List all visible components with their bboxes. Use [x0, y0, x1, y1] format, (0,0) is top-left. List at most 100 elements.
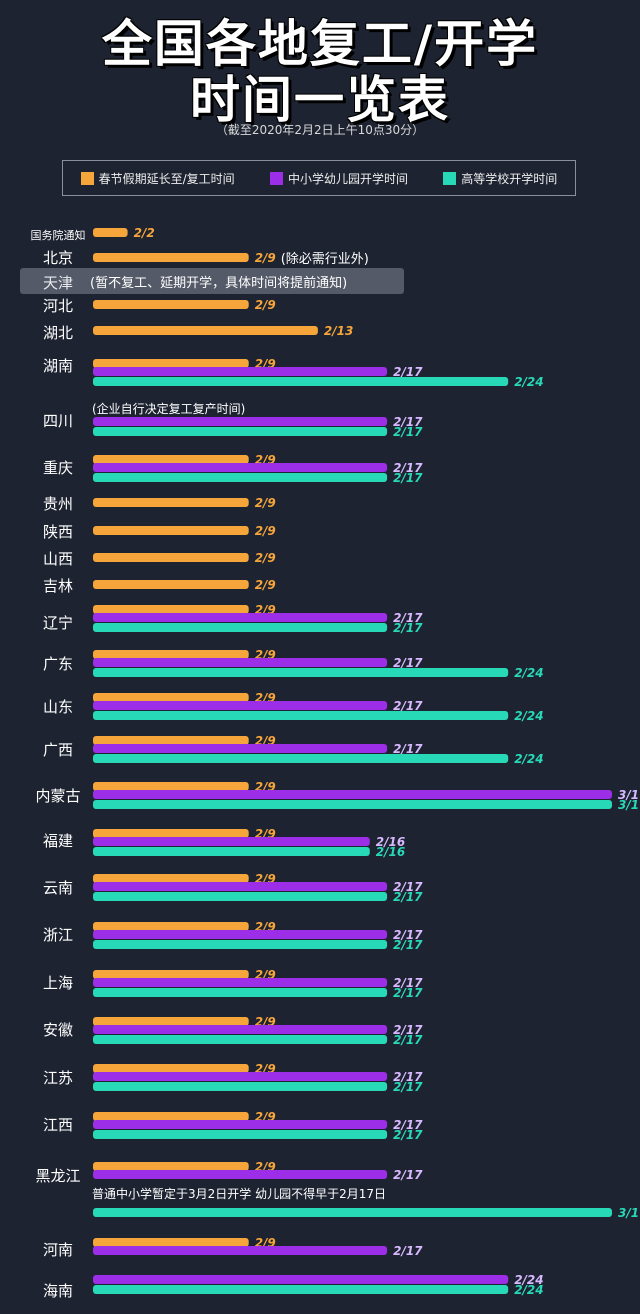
- bar-note: (除必需行业外): [281, 252, 369, 267]
- bar-work: [93, 922, 249, 931]
- data-label-college: 2/24: [514, 752, 543, 766]
- data-label-work: 2/9: [255, 496, 276, 510]
- data-label-college: 2/17: [393, 425, 423, 439]
- bar-college: [93, 427, 388, 436]
- data-label-work: 2/9: [255, 578, 276, 592]
- region-label: 海南: [43, 1282, 73, 1300]
- bar-work: [93, 1238, 249, 1247]
- bar-school: [93, 417, 388, 426]
- legend-swatch-school: [269, 171, 283, 185]
- data-label-college: 2/16: [376, 845, 405, 859]
- bar-college: [93, 1130, 388, 1139]
- bar-work: [93, 650, 249, 659]
- bar-work: [93, 1064, 249, 1073]
- chart-title-line2: 时间一览表: [190, 71, 450, 129]
- bar-college: [93, 1285, 509, 1294]
- data-label-college: 2/24: [514, 1283, 543, 1297]
- bar-work: [93, 693, 249, 702]
- tianjin-note-highlight: [20, 268, 404, 294]
- region-label: 黑龙江: [35, 1167, 80, 1185]
- data-label-college: 2/17: [393, 890, 423, 904]
- data-label-school: 2/17: [393, 611, 423, 625]
- chart-legend: 春节假期延长至/复工时间 中小学幼儿园开学时间 高等学校开学时间: [62, 160, 576, 196]
- region-label: 天津: [43, 274, 73, 292]
- bar-work: [93, 300, 249, 309]
- data-label-college: 2/17: [393, 471, 423, 485]
- legend-swatch-work: [80, 171, 94, 185]
- bar-school: [93, 463, 388, 472]
- region-label: 上海: [43, 974, 73, 992]
- data-label-school: 2/17: [393, 1070, 423, 1084]
- data-label-college: 2/24: [514, 666, 543, 680]
- data-label-school: 2/17: [393, 1118, 423, 1132]
- bar-college: [93, 1082, 388, 1091]
- region-label: 江苏: [43, 1069, 73, 1087]
- bar-college: [93, 1208, 612, 1217]
- bar-school: [93, 744, 388, 753]
- bar-school: [93, 658, 388, 667]
- data-label-school: 2/17: [393, 1244, 423, 1258]
- bar-school: [93, 882, 388, 891]
- data-label-work: 2/2: [134, 226, 155, 240]
- bar-school: [93, 1120, 388, 1129]
- bar-work: [93, 829, 249, 838]
- region-label: 重庆: [43, 459, 73, 477]
- bar-work: [93, 874, 249, 883]
- bar-college: [93, 377, 509, 386]
- bar-school: [93, 1072, 388, 1081]
- bar-work: [93, 326, 318, 335]
- data-label-school: 2/16: [376, 835, 405, 849]
- bar-note: (暂不复工、延期开学，具体时间将提前通知): [90, 275, 347, 291]
- bar-college: [93, 800, 612, 809]
- region-label: 山东: [43, 698, 73, 716]
- bar-college: [93, 668, 509, 677]
- bar-school: [93, 1275, 509, 1284]
- chart-subtitle: （截至2020年2月2日上午10点30分）: [215, 123, 425, 137]
- region-label: 吉林: [43, 577, 73, 595]
- region-label: 云南: [43, 879, 73, 897]
- region-label: 山西: [43, 550, 73, 568]
- bar-work: [93, 228, 128, 237]
- region-label: 江西: [43, 1116, 73, 1134]
- legend-item-school: 中小学幼儿园开学时间: [269, 170, 408, 187]
- data-label-college: 2/17: [393, 1128, 423, 1142]
- region-label: 湖北: [43, 324, 73, 342]
- data-label-school: 2/17: [393, 1023, 423, 1037]
- data-label-school: 2/17: [393, 461, 423, 475]
- data-label-work: 2/9: [255, 551, 276, 565]
- bar-note: 普通中小学暂定于3月2日开学 幼儿园不得早于2月17日: [92, 1186, 386, 1201]
- bar-college: [93, 892, 388, 901]
- bar-work: [93, 253, 249, 262]
- bar-school: [93, 701, 388, 710]
- bar-work: [93, 1017, 249, 1026]
- data-label-school: 2/17: [393, 742, 423, 756]
- data-label-college: 2/17: [393, 621, 423, 635]
- bar-school: [93, 1246, 388, 1255]
- chart-title-line1: 全国各地复工/开学: [101, 15, 539, 73]
- data-label-college: 2/24: [514, 709, 543, 723]
- data-label-work: 2/9: [255, 524, 276, 538]
- bar-college: [93, 623, 388, 632]
- bar-work: [93, 553, 249, 562]
- bar-work: [93, 455, 249, 464]
- data-label-school: 2/17: [393, 976, 423, 990]
- bar-school: [93, 790, 612, 799]
- bar-work: [93, 736, 249, 745]
- bar-college: [93, 847, 370, 856]
- bar-college: [93, 754, 509, 763]
- legend-item-college: 高等学校开学时间: [443, 170, 557, 187]
- data-label-college: 3/1: [618, 1206, 639, 1220]
- region-label: 四川: [43, 412, 73, 430]
- bar-school: [93, 367, 388, 376]
- region-label: 陕西: [43, 523, 73, 541]
- region-label: 浙江: [43, 926, 73, 944]
- bar-school: [93, 613, 388, 622]
- bar-college: [93, 473, 388, 482]
- region-label: 贵州: [43, 495, 73, 513]
- region-label: 河南: [43, 1241, 73, 1259]
- data-label-work: 2/9: [255, 251, 276, 265]
- bar-work: [93, 498, 249, 507]
- data-label-work: 2/13: [324, 324, 353, 338]
- data-label-college: 2/24: [514, 375, 543, 389]
